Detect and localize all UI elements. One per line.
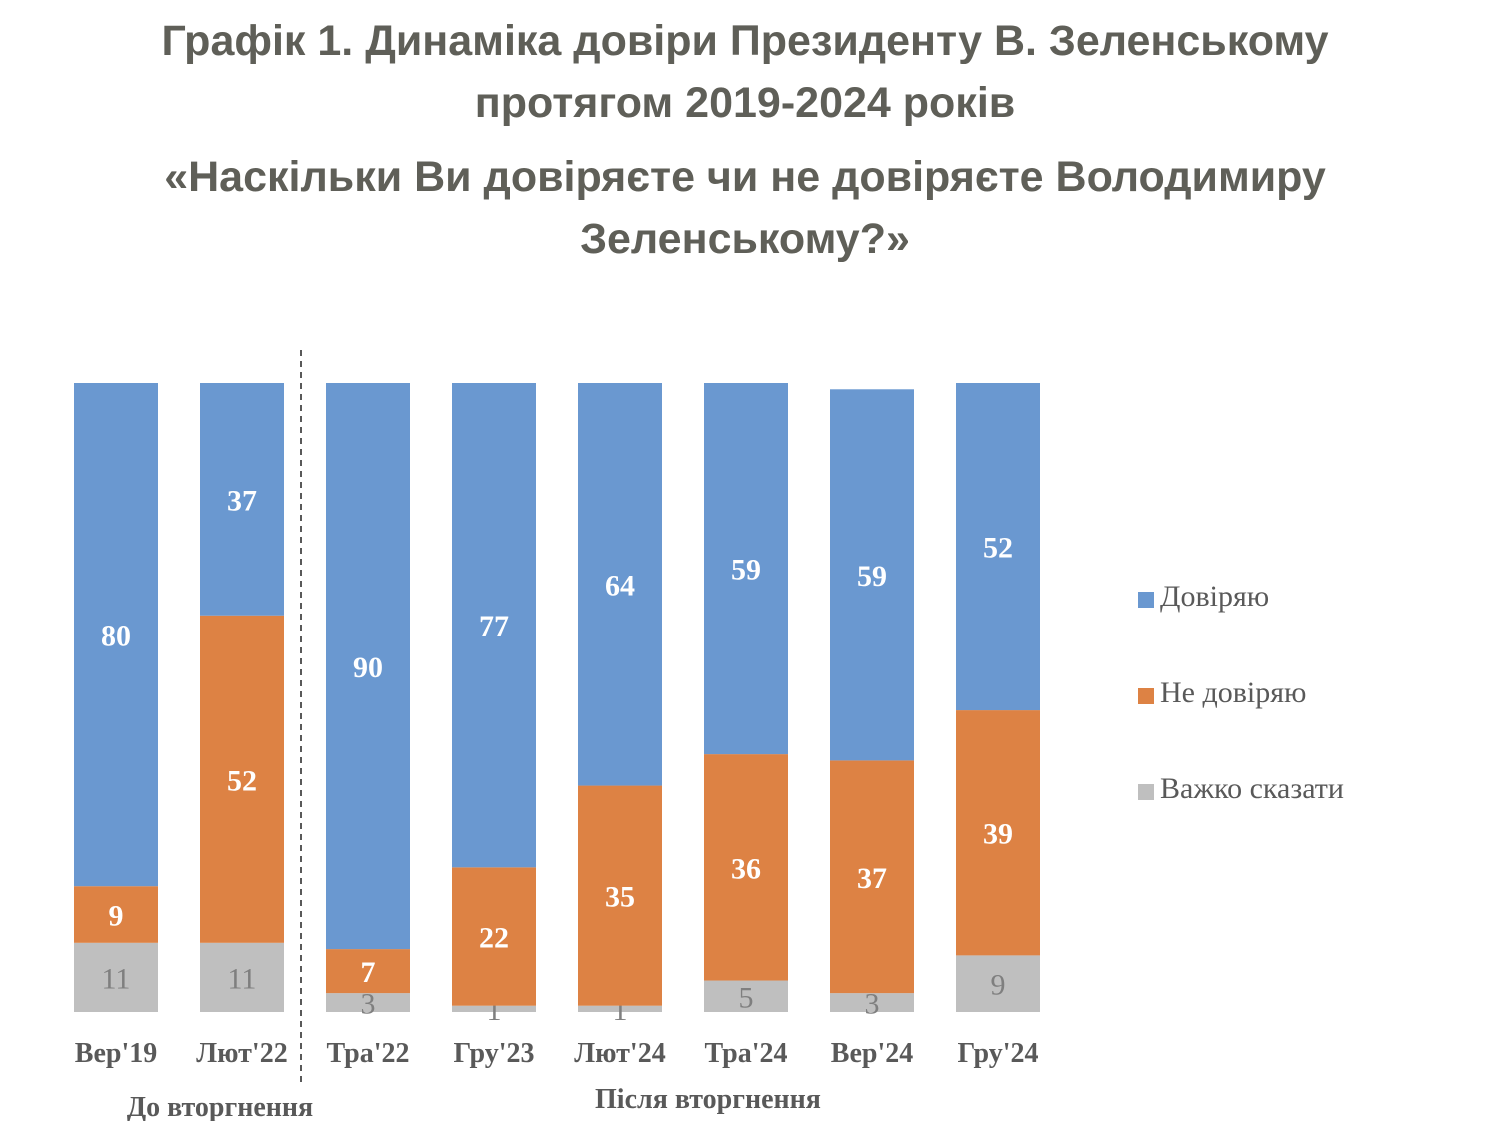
- category-label-6: Тра'24: [705, 1038, 788, 1069]
- legend-label-2: Не довіряю: [1160, 676, 1307, 709]
- category-label-5: Лют'24: [574, 1038, 665, 1069]
- data-label-не-довіряю-4: 22: [479, 922, 509, 955]
- bar-segment-важко-сказати-6: [704, 980, 788, 1012]
- legend-item-3: Важко сказати: [1138, 772, 1344, 868]
- data-label-довіряю-4: 77: [479, 610, 509, 643]
- bar-segment-важко-сказати-5: [578, 1005, 662, 1012]
- data-label-не-довіряю-8: 39: [983, 818, 1013, 851]
- category-label-3: Тра'22: [327, 1038, 410, 1069]
- data-label-довіряю-7: 59: [857, 560, 887, 593]
- data-label-важко-сказати-2: 11: [228, 962, 257, 995]
- bar-segment-не-довіряю-6: [704, 754, 788, 981]
- chart-title-line-2: протягом 2019-2024 років: [474, 79, 1016, 127]
- data-label-довіряю-3: 90: [353, 651, 383, 684]
- bar-segment-довіряю-8: [956, 383, 1040, 711]
- data-label-не-довіряю-5: 35: [605, 881, 635, 914]
- bar-segment-довіряю-7: [830, 389, 914, 761]
- data-label-важко-сказати-3: 3: [361, 988, 376, 1021]
- bar-segment-не-довіряю-5: [578, 785, 662, 1006]
- bar-segment-довіряю-1: [74, 383, 158, 887]
- legend-item-1: Довіряю: [1138, 580, 1344, 676]
- bar-segment-не-довіряю-8: [956, 710, 1040, 956]
- chart-question: «Наскільки Ви довіряєте чи не довіряєте …: [0, 146, 1490, 270]
- bar-segment-важко-сказати-7: [830, 993, 914, 1012]
- bar-segment-важко-сказати-8: [956, 955, 1040, 1012]
- bar-segment-важко-сказати-4: [452, 1005, 536, 1012]
- data-label-не-довіряю-1: 9: [109, 900, 124, 933]
- data-label-не-довіряю-3: 7: [361, 956, 376, 989]
- bar-segment-важко-сказати-2: [200, 942, 284, 1012]
- legend-swatch-2: [1138, 688, 1154, 704]
- bar-segment-не-довіряю-4: [452, 867, 536, 1006]
- category-label-2: Лют'22: [196, 1038, 287, 1069]
- legend-label-3: Важко сказати: [1160, 772, 1344, 805]
- chart-question-line-2: Зеленському?»: [580, 215, 910, 263]
- legend-swatch-3: [1138, 784, 1154, 800]
- bar-segment-не-довіряю-1: [74, 886, 158, 943]
- legend-label-1: Довіряю: [1160, 580, 1270, 613]
- data-label-не-довіряю-6: 36: [731, 852, 761, 885]
- data-label-важко-сказати-6: 5: [739, 981, 754, 1014]
- data-label-не-довіряю-7: 37: [857, 862, 887, 895]
- category-label-8: Гру'24: [957, 1038, 1038, 1069]
- data-label-довіряю-2: 37: [227, 484, 257, 517]
- bar-segment-довіряю-6: [704, 383, 788, 755]
- bar-segment-довіряю-4: [452, 383, 536, 868]
- bar-segment-не-довіряю-3: [326, 949, 410, 994]
- data-label-довіряю-1: 80: [101, 620, 131, 653]
- bar-segment-довіряю-2: [200, 383, 284, 616]
- chart-title: Графік 1. Динаміка довіри Президенту В. …: [0, 10, 1490, 134]
- bar-segment-довіряю-5: [578, 383, 662, 786]
- bar-segment-важко-сказати-3: [326, 993, 410, 1012]
- chart-title-line-1: Графік 1. Динаміка довіри Президенту В. …: [161, 17, 1329, 65]
- data-label-важко-сказати-1: 11: [102, 962, 131, 995]
- category-label-4: Гру'23: [453, 1038, 534, 1069]
- data-label-не-довіряю-2: 52: [227, 764, 257, 797]
- chart-question-line-1: «Наскільки Ви довіряєте чи не довіряєте …: [164, 153, 1326, 201]
- data-label-важко-сказати-8: 9: [991, 969, 1006, 1002]
- data-label-важко-сказати-7: 3: [865, 988, 880, 1021]
- group-label-2: Після вторгнення: [595, 1084, 821, 1115]
- category-label-1: Вер'19: [75, 1038, 157, 1069]
- chart-legend: Довіряю Не довіряю Важко сказати: [1138, 580, 1344, 868]
- data-label-довіряю-5: 64: [605, 569, 635, 602]
- category-label-7: Вер'24: [831, 1038, 913, 1069]
- data-label-довіряю-8: 52: [983, 532, 1013, 565]
- bar-segment-не-довіряю-7: [830, 760, 914, 994]
- legend-item-2: Не довіряю: [1138, 676, 1344, 772]
- data-label-довіряю-6: 59: [731, 554, 761, 587]
- bar-segment-не-довіряю-2: [200, 615, 284, 943]
- legend-swatch-1: [1138, 592, 1154, 608]
- bar-segment-довіряю-3: [326, 383, 410, 950]
- group-label-1: До вторгнення: [127, 1092, 313, 1121]
- bar-segment-важко-сказати-1: [74, 942, 158, 1012]
